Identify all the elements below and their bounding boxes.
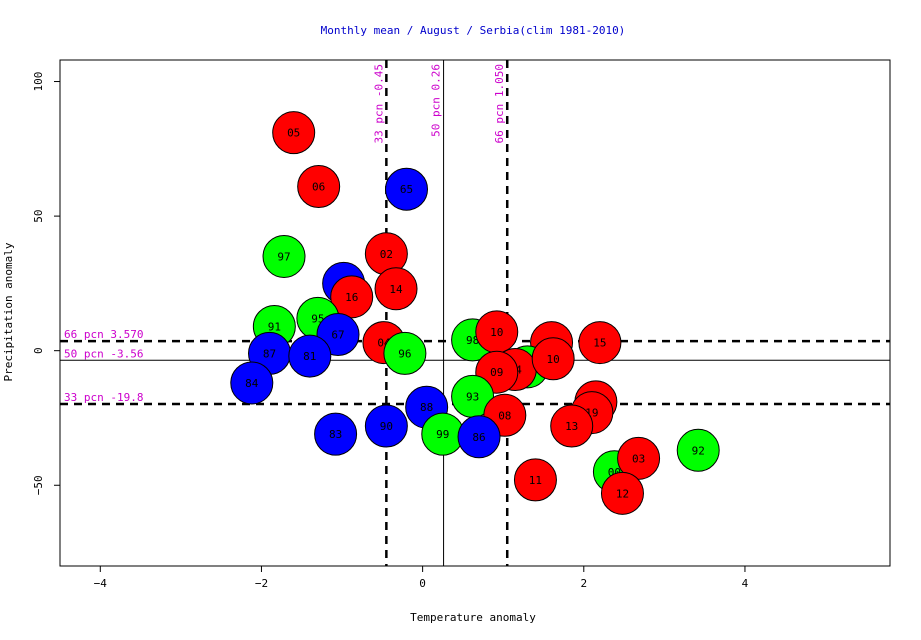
point-label-84: 84 bbox=[245, 377, 259, 390]
point-13 bbox=[550, 404, 594, 448]
point-label-88: 88 bbox=[420, 401, 433, 414]
point-12 bbox=[600, 471, 644, 515]
point-label-10: 10 bbox=[490, 326, 503, 339]
point-label-13: 13 bbox=[565, 420, 578, 433]
point-86 bbox=[457, 415, 501, 459]
x-tick-label--4: −4 bbox=[94, 577, 108, 590]
point-label-67: 67 bbox=[331, 329, 344, 342]
point-10 bbox=[531, 337, 575, 381]
data-points: 0506659702891614919567878104968498100715… bbox=[230, 111, 720, 515]
point-label-65: 65 bbox=[400, 183, 413, 196]
point-label-99: 99 bbox=[436, 428, 449, 441]
point-label-16: 16 bbox=[345, 291, 358, 304]
point-83 bbox=[314, 412, 358, 456]
point-96 bbox=[383, 331, 427, 375]
point-11 bbox=[513, 458, 557, 502]
point-label-87: 87 bbox=[263, 347, 276, 360]
hline-label-0: 66 pcn 3.570 bbox=[64, 328, 143, 341]
reference-lines: 33 pcn -0.45 50 pcn 0.26 66 pcn 1.050 66 pc… bbox=[60, 60, 890, 566]
point-label-09: 09 bbox=[490, 366, 503, 379]
x-axis-label: Temperature anomaly bbox=[410, 611, 536, 624]
y-tick-label-100: 100 bbox=[32, 72, 45, 92]
point-15 bbox=[578, 321, 622, 365]
point-label-12: 12 bbox=[616, 487, 629, 500]
hline-label-1: 50 pcn -3.56 bbox=[64, 347, 143, 360]
point-label-02: 02 bbox=[380, 248, 393, 261]
point-label-86: 86 bbox=[472, 431, 485, 444]
plot-frame bbox=[59, 59, 891, 567]
point-label-08: 08 bbox=[498, 409, 511, 422]
point-label-14: 14 bbox=[389, 283, 403, 296]
x-tick-label--2: −2 bbox=[255, 577, 268, 590]
point-14 bbox=[374, 267, 418, 311]
point-label-98: 98 bbox=[466, 334, 479, 347]
point-label-97: 97 bbox=[277, 250, 290, 263]
y-tick-label-50: 50 bbox=[32, 209, 45, 222]
y-tick-label--50: −50 bbox=[32, 475, 45, 495]
point-06 bbox=[297, 165, 341, 208]
point-97 bbox=[262, 234, 306, 278]
point-label-92: 92 bbox=[692, 444, 705, 457]
point-label-10: 10 bbox=[547, 353, 560, 366]
point-label-96: 96 bbox=[398, 347, 411, 360]
point-label-91: 91 bbox=[268, 320, 281, 333]
point-label-11: 11 bbox=[529, 474, 542, 487]
point-label-81: 81 bbox=[303, 350, 316, 363]
y-tick-label-0: 0 bbox=[32, 347, 45, 354]
point-label-90: 90 bbox=[380, 420, 393, 433]
point-label-06: 06 bbox=[312, 181, 325, 194]
y-axis-label: Precipitation anomaly bbox=[2, 242, 15, 381]
vline-label-0: 33 pcn -0.45 bbox=[372, 64, 385, 143]
point-16 bbox=[330, 275, 374, 319]
x-tick-label-0: 0 bbox=[419, 577, 426, 590]
x-tick-label-2: 2 bbox=[580, 577, 587, 590]
point-label-93: 93 bbox=[466, 390, 479, 403]
point-84 bbox=[230, 361, 274, 405]
point-05 bbox=[272, 111, 316, 155]
point-label-15: 15 bbox=[593, 337, 606, 350]
point-90 bbox=[364, 404, 408, 448]
point-label-05: 05 bbox=[287, 127, 300, 140]
vline-label-2: 66 pcn 1.050 bbox=[493, 64, 506, 143]
point-label-83: 83 bbox=[329, 428, 342, 441]
point-65 bbox=[385, 167, 429, 211]
point-label-03: 03 bbox=[632, 452, 645, 465]
point-92 bbox=[676, 428, 720, 472]
point-81 bbox=[288, 334, 332, 378]
chart-title: Monthly mean / August / Serbia(clim 1981… bbox=[321, 24, 626, 37]
vline-label-1: 50 pcn 0.26 bbox=[430, 64, 443, 137]
x-tick-label-4: 4 bbox=[742, 577, 749, 590]
hline-label-2: 33 pcn -19.8 bbox=[64, 391, 143, 404]
